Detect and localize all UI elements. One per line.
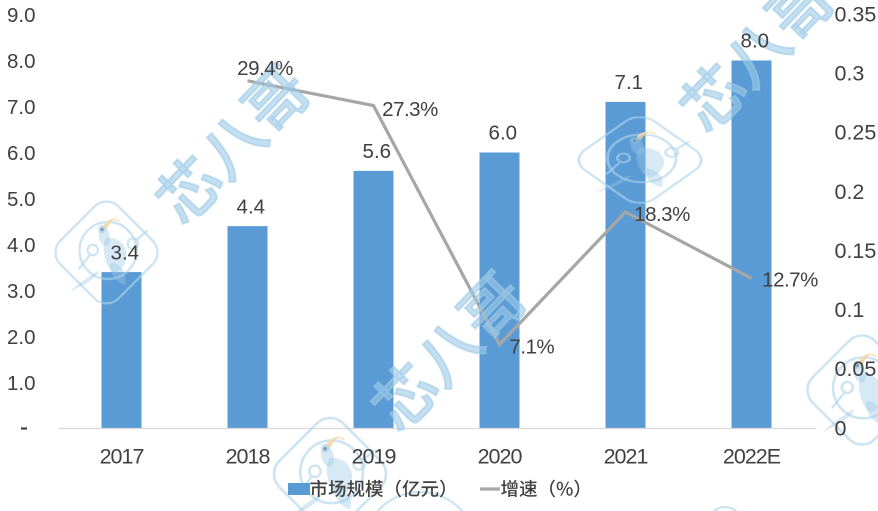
svg-text:0.35: 0.35	[835, 2, 877, 26]
svg-text:7.1: 7.1	[615, 71, 644, 94]
svg-text:4.4: 4.4	[237, 195, 266, 218]
svg-text:12.7%: 12.7%	[762, 269, 818, 292]
svg-text:2022E: 2022E	[723, 444, 781, 468]
svg-text:7.1%: 7.1%	[509, 336, 554, 359]
svg-text:0.05: 0.05	[835, 357, 877, 381]
svg-text:3.0: 3.0	[7, 280, 36, 303]
svg-text:2021: 2021	[604, 444, 648, 468]
svg-text:0.1: 0.1	[835, 298, 865, 322]
svg-text:5.6: 5.6	[363, 140, 392, 163]
svg-text:18.3%: 18.3%	[634, 203, 690, 226]
svg-text:27.3%: 27.3%	[382, 98, 438, 121]
svg-text:6.0: 6.0	[7, 142, 36, 165]
svg-text:1.0: 1.0	[7, 372, 36, 395]
svg-text:2.0: 2.0	[7, 326, 36, 349]
svg-text:6.0: 6.0	[489, 122, 518, 145]
svg-text:2018: 2018	[226, 444, 271, 468]
svg-text:8.0: 8.0	[7, 50, 36, 73]
svg-text:3.4: 3.4	[111, 241, 140, 264]
svg-text:0.15: 0.15	[835, 239, 877, 263]
svg-text:0.2: 0.2	[835, 180, 865, 204]
svg-text:5.0: 5.0	[7, 188, 36, 211]
svg-text:7.0: 7.0	[7, 96, 36, 119]
svg-text:8.0: 8.0	[741, 30, 770, 53]
svg-text:9.0: 9.0	[7, 4, 36, 27]
svg-text:2020: 2020	[478, 444, 523, 468]
svg-text:2019: 2019	[352, 444, 396, 468]
svg-text:0.25: 0.25	[835, 121, 877, 145]
svg-text:0.3: 0.3	[835, 62, 865, 86]
svg-text:4.0: 4.0	[7, 234, 36, 257]
svg-text:2017: 2017	[100, 444, 144, 468]
svg-text:29.4%: 29.4%	[237, 57, 293, 80]
svg-text:0: 0	[835, 416, 847, 440]
